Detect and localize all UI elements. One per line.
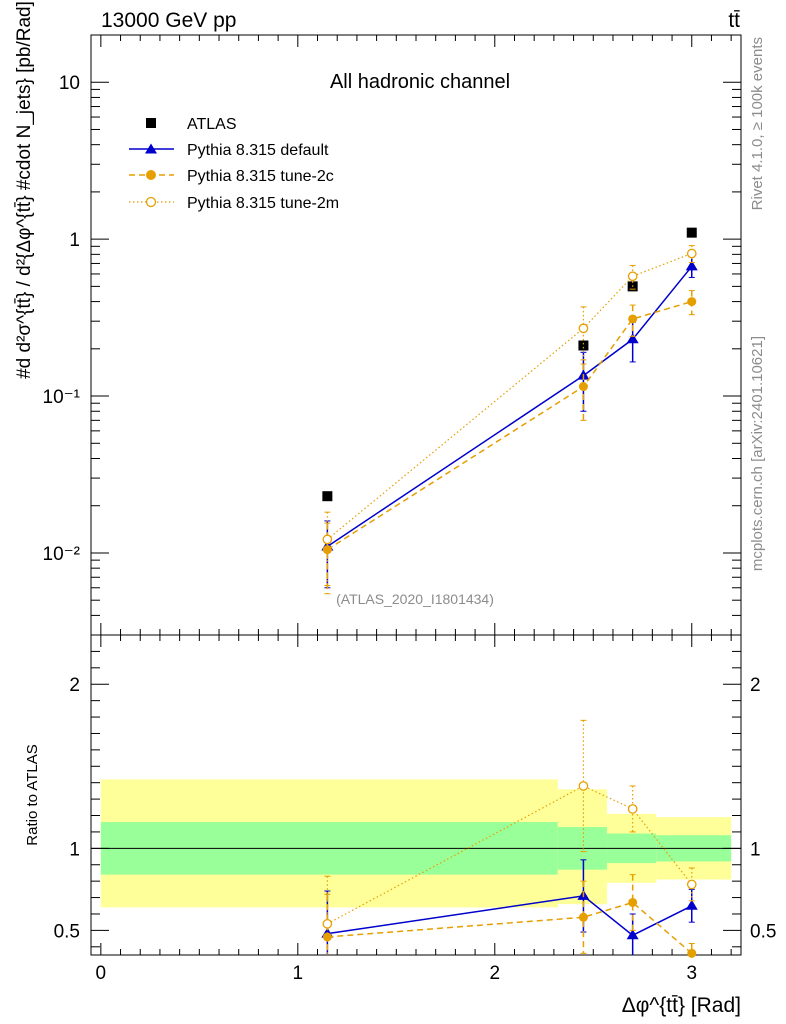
ratio-y-tick-label-right: 2 bbox=[750, 675, 761, 696]
legend-label-default: Pythia 8.315 default bbox=[187, 142, 329, 159]
ratio-data-point bbox=[687, 948, 697, 958]
main-data-point bbox=[322, 534, 333, 545]
main-data-point bbox=[686, 248, 697, 259]
x-tick-label: 0 bbox=[96, 963, 107, 984]
legend-label-tune2m: Pythia 8.315 tune-2m bbox=[187, 195, 339, 212]
y-tick-label: 1 bbox=[69, 230, 80, 251]
ratio-y-axis-label: Ratio to ATLAS bbox=[24, 744, 41, 845]
ratio-y-tick-label: 0.5 bbox=[54, 921, 80, 942]
main-data-point bbox=[578, 323, 589, 334]
main-data-point bbox=[685, 260, 698, 271]
y-tick-label: 10⁻¹ bbox=[43, 387, 81, 408]
rivet-version-label: Rivet 4.1.0, ≥ 100k events bbox=[749, 37, 766, 210]
legend-marker-default bbox=[145, 143, 157, 154]
legend-marker-atlas bbox=[146, 118, 156, 128]
ratio-y-tick-label-right: 1 bbox=[750, 839, 761, 860]
main-data-point bbox=[578, 340, 589, 351]
ratio-data-point bbox=[578, 781, 589, 791]
header-right: tt̄ bbox=[728, 9, 740, 32]
legend-label-tune2c: Pythia 8.315 tune-2c bbox=[187, 168, 334, 185]
mcplots-label: mcplots.cern.ch [arXiv:2401.10621] bbox=[749, 336, 766, 571]
y-tick-label: 10 bbox=[59, 73, 80, 94]
legend: ATLAS Pythia 8.315 default Pythia 8.315 … bbox=[129, 116, 339, 212]
x-tick-label: 3 bbox=[686, 963, 697, 984]
legend-marker-tune2c bbox=[146, 170, 156, 180]
legend-label-atlas: ATLAS bbox=[187, 116, 237, 133]
ratio-data-point bbox=[628, 897, 638, 907]
analysis-watermark: (ATLAS_2020_I1801434) bbox=[336, 591, 494, 607]
ratio-data-point bbox=[685, 899, 698, 910]
ratio-y-tick-label-right: 0.5 bbox=[750, 921, 776, 942]
ratio-data-point bbox=[626, 929, 639, 940]
x-tick-label: 2 bbox=[489, 963, 500, 984]
main-data-point bbox=[686, 227, 697, 238]
main-y-axis-label: #d d²σ^{tt̄} / d²{Δφ^{tt̄} #cdot N_jets}… bbox=[14, 1, 35, 379]
main-data-point bbox=[578, 382, 588, 392]
main-series-line bbox=[326, 265, 693, 548]
ratio-data-point bbox=[686, 879, 697, 890]
main-data-point bbox=[687, 297, 697, 307]
ratio-series-line bbox=[327, 895, 693, 937]
main-series-line bbox=[326, 252, 692, 540]
ratio-series-line bbox=[327, 785, 693, 925]
ratio-y-tick-label: 1 bbox=[69, 839, 80, 860]
main-data-point bbox=[626, 333, 639, 344]
main-data-point bbox=[322, 491, 333, 502]
x-axis-label: Δφ^{tt̄} [Rad] bbox=[622, 994, 741, 1017]
main-data-point bbox=[628, 314, 638, 324]
ratio-y-tick-label: 2 bbox=[69, 675, 80, 696]
x-tick-label: 1 bbox=[293, 963, 304, 984]
ratio-series-line bbox=[327, 901, 693, 954]
legend-marker-tune2m bbox=[145, 196, 157, 208]
main-series-line bbox=[326, 300, 692, 551]
main-data-point bbox=[627, 271, 638, 282]
y-tick-label: 10⁻² bbox=[43, 544, 81, 565]
chart-title: All hadronic channel bbox=[330, 71, 510, 93]
ratio-data-point bbox=[578, 912, 588, 922]
header-left: 13000 GeV pp bbox=[101, 9, 236, 32]
ratio-data-point bbox=[322, 918, 333, 929]
ratio-data-point bbox=[627, 804, 638, 814]
